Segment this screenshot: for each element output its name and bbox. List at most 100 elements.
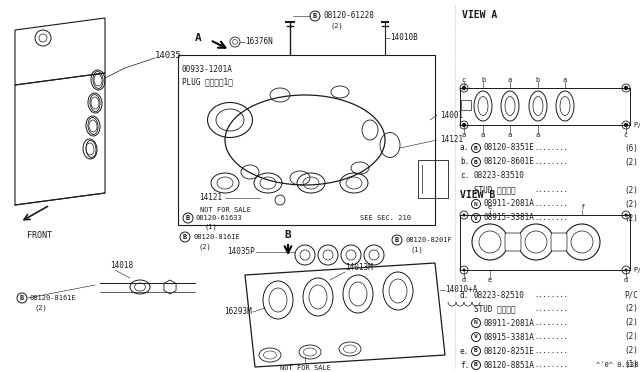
Text: 08120-8201F: 08120-8201F — [405, 237, 452, 243]
Text: (2): (2) — [624, 157, 638, 167]
Text: STUD スタッド: STUD スタッド — [474, 305, 516, 314]
Text: NOT FOR SALE: NOT FOR SALE — [280, 365, 330, 371]
Text: ........: ........ — [534, 187, 568, 193]
Text: c.: c. — [460, 171, 469, 180]
Text: (2): (2) — [624, 333, 638, 341]
Text: c: c — [624, 132, 628, 138]
FancyBboxPatch shape — [505, 233, 521, 251]
Text: 16376N: 16376N — [245, 38, 273, 46]
Text: b.: b. — [460, 157, 469, 167]
Text: (2): (2) — [624, 186, 638, 195]
Text: 08120-8251E: 08120-8251E — [484, 346, 535, 356]
Text: 08915-3381A: 08915-3381A — [484, 333, 535, 341]
Text: e: e — [488, 204, 492, 210]
Text: 08223-83510: 08223-83510 — [474, 171, 525, 180]
Text: ........: ........ — [534, 145, 568, 151]
Text: (1): (1) — [204, 224, 217, 230]
Text: f: f — [580, 204, 584, 210]
Text: 14010+A: 14010+A — [445, 285, 477, 295]
Text: 14035P: 14035P — [227, 247, 255, 257]
Circle shape — [625, 124, 627, 126]
Text: 08120-8161E: 08120-8161E — [30, 295, 77, 301]
Text: (6): (6) — [624, 144, 638, 153]
Text: (2): (2) — [624, 199, 638, 208]
Text: 00933-1201A: 00933-1201A — [182, 65, 233, 74]
Text: a: a — [563, 77, 567, 83]
Text: d.: d. — [460, 291, 469, 299]
FancyBboxPatch shape — [551, 233, 567, 251]
Text: (2): (2) — [624, 305, 638, 314]
Text: (1): (1) — [410, 247, 423, 253]
Text: b: b — [481, 77, 485, 83]
Text: ........: ........ — [534, 292, 568, 298]
Text: c: c — [462, 77, 466, 83]
Text: a: a — [536, 132, 540, 138]
Circle shape — [625, 87, 627, 90]
Text: (2): (2) — [624, 214, 638, 222]
Text: P/C: P/C — [624, 291, 638, 299]
Text: 14001: 14001 — [440, 110, 463, 119]
Text: ........: ........ — [534, 215, 568, 221]
Text: ........: ........ — [534, 306, 568, 312]
Text: (2): (2) — [624, 346, 638, 356]
Text: B: B — [474, 160, 478, 164]
Text: e.: e. — [460, 346, 469, 356]
Text: NOT FOR SALE: NOT FOR SALE — [200, 207, 251, 213]
Circle shape — [463, 87, 465, 90]
Text: STUD スタッド: STUD スタッド — [474, 186, 516, 195]
Text: 14013M: 14013M — [345, 263, 372, 273]
Text: V: V — [474, 215, 478, 221]
Text: B: B — [285, 230, 291, 240]
Text: 08120-61228: 08120-61228 — [323, 12, 374, 20]
Text: ........: ........ — [534, 320, 568, 326]
Text: b: b — [536, 77, 540, 83]
Text: 08120-61633: 08120-61633 — [196, 215, 243, 221]
Text: SEE SEC. 210: SEE SEC. 210 — [360, 215, 411, 221]
Text: f.: f. — [460, 360, 469, 369]
Text: ^´0^ 0.33B: ^´0^ 0.33B — [595, 362, 638, 368]
Text: A: A — [195, 33, 202, 43]
Text: V: V — [474, 334, 478, 340]
Text: 08120-8351E: 08120-8351E — [484, 144, 535, 153]
Text: 08911-2081A: 08911-2081A — [484, 199, 535, 208]
Text: a: a — [481, 132, 485, 138]
Text: VIEW A: VIEW A — [462, 10, 497, 20]
Text: N: N — [474, 321, 478, 326]
Text: e: e — [488, 277, 492, 283]
Text: B: B — [20, 295, 24, 301]
Text: ........: ........ — [534, 334, 568, 340]
Text: a.: a. — [460, 144, 469, 153]
Text: ........: ........ — [534, 348, 568, 354]
Circle shape — [463, 269, 465, 272]
Text: P/C: P/C — [633, 122, 640, 128]
Text: ........: ........ — [534, 362, 568, 368]
Text: a: a — [508, 132, 512, 138]
Text: B: B — [395, 237, 399, 243]
Circle shape — [625, 269, 627, 272]
Circle shape — [463, 214, 465, 217]
Text: N: N — [474, 202, 478, 206]
Text: 08120-8601E: 08120-8601E — [484, 157, 535, 167]
Text: d: d — [462, 277, 466, 283]
Text: 08223-82510: 08223-82510 — [474, 291, 525, 299]
Text: ........: ........ — [534, 201, 568, 207]
Text: d: d — [624, 277, 628, 283]
Text: (2): (2) — [35, 305, 48, 311]
Text: B: B — [313, 13, 317, 19]
Text: a: a — [462, 132, 466, 138]
Circle shape — [463, 124, 465, 126]
Text: (2): (2) — [624, 318, 638, 327]
Text: 14121: 14121 — [440, 135, 463, 144]
Text: VIEW B: VIEW B — [460, 190, 495, 200]
Circle shape — [625, 214, 627, 217]
Text: B: B — [186, 215, 190, 221]
Text: 14018: 14018 — [110, 260, 133, 269]
Text: 08120-816IE: 08120-816IE — [193, 234, 240, 240]
Text: (2): (2) — [198, 244, 211, 250]
Text: 08915-3381A: 08915-3381A — [484, 214, 535, 222]
Text: ........: ........ — [534, 159, 568, 165]
Text: FRONT: FRONT — [28, 231, 52, 240]
Text: 14010B: 14010B — [390, 33, 418, 42]
Text: 08911-2081A: 08911-2081A — [484, 318, 535, 327]
Text: PLUG プラグ（1）: PLUG プラグ（1） — [182, 77, 233, 87]
